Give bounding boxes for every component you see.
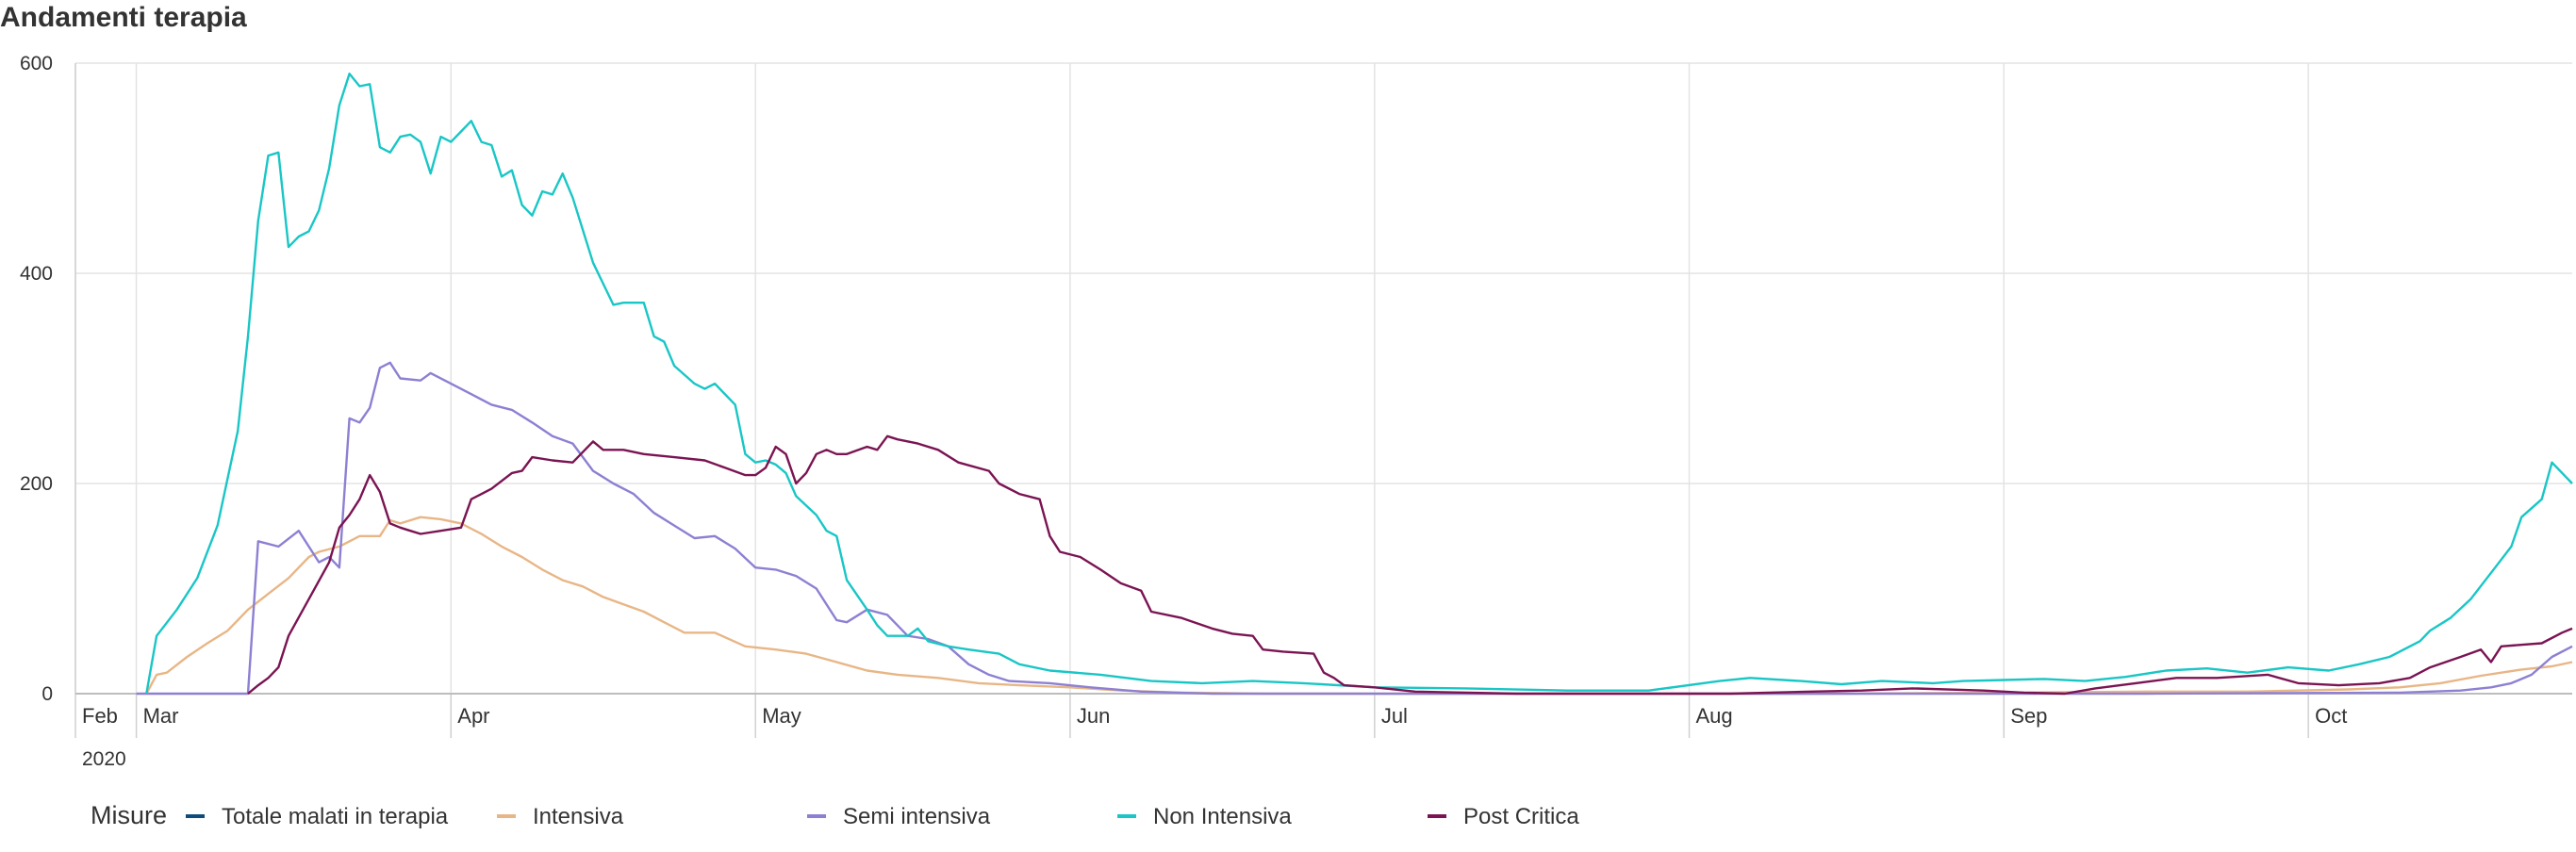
legend-swatch-non-intensiva <box>1117 813 1136 818</box>
legend-label-non-intensiva: Non Intensiva <box>1153 804 1292 829</box>
legend-item-semi-intensiva[interactable]: Semi intensiva <box>807 804 990 830</box>
x-tick-label: Feb <box>82 704 118 728</box>
legend-title: Misure <box>91 801 168 829</box>
y-tick-label: 0 <box>41 683 53 705</box>
legend-swatch-semi-intensiva <box>807 813 826 818</box>
legend-item-non-intensiva[interactable]: Non Intensiva <box>1117 804 1292 830</box>
tick-labels: 0 200 400 600 Feb Mar Apr May Jun Jul Aug Sep Oct 202… <box>20 53 2347 770</box>
y-tick-label: 600 <box>20 53 53 74</box>
series-lines <box>136 73 2573 696</box>
grid <box>74 62 2572 694</box>
chart-title: Andamenti terapia <box>0 2 247 33</box>
y-tick-label: 200 <box>20 473 53 495</box>
legend-item-intensiva[interactable]: Intensiva <box>497 804 623 830</box>
legend-label-intensiva: Intensiva <box>533 804 624 829</box>
legend-item-totale[interactable]: Totale malati in terapia <box>186 804 448 830</box>
x-tick-label: Apr <box>457 704 489 728</box>
x-tick-label: Jul <box>1381 704 1408 728</box>
y-tick-label: 400 <box>20 263 53 285</box>
legend-label-post-critica: Post Critica <box>1463 804 1579 829</box>
x-tick-label: May <box>762 704 801 728</box>
axes <box>74 63 2572 738</box>
x-tick-label: Aug <box>1696 704 1733 728</box>
x-tick-label: Mar <box>143 704 179 728</box>
series-line-semi-intensiva <box>136 361 2573 696</box>
legend-swatch-totale <box>186 813 205 818</box>
legend-label-totale: Totale malati in terapia <box>222 804 449 829</box>
legend-label-semi-intensiva: Semi intensiva <box>843 804 991 829</box>
x-tick-label: Sep <box>2010 704 2047 728</box>
x-year-label: 2020 <box>82 748 126 770</box>
legend-swatch-post-critica <box>1428 813 1446 818</box>
series-line-non-intensiva <box>145 73 2573 695</box>
x-tick-label: Jun <box>1077 704 1110 728</box>
legend-item-post-critica[interactable]: Post Critica <box>1428 804 1579 830</box>
x-tick-label: Oct <box>2315 704 2347 728</box>
series-line-intensiva <box>145 516 2573 696</box>
line-chart: 0 200 400 600 Feb Mar Apr May Jun Jul Aug Sep Oct 202… <box>20 53 2573 770</box>
series-line-post-critica <box>247 434 2573 696</box>
legend-swatch-intensiva <box>497 813 516 818</box>
